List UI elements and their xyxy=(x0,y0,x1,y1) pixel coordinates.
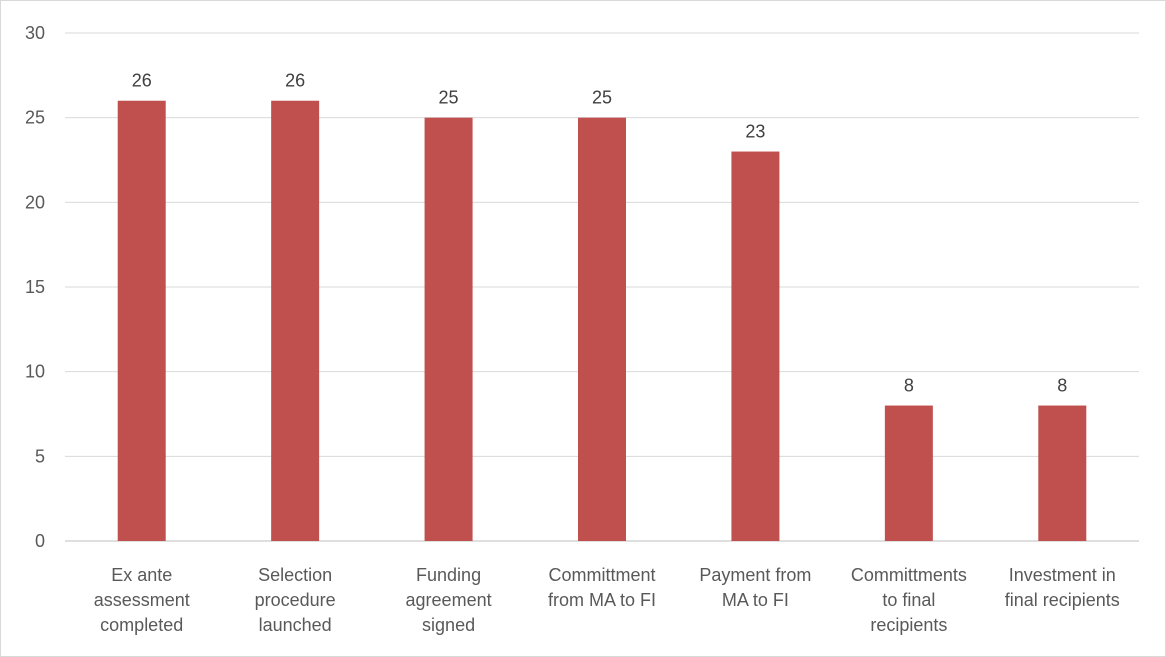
bar xyxy=(1038,405,1087,541)
x-category-label-line: to final xyxy=(882,590,935,610)
bars xyxy=(117,100,1087,542)
bar xyxy=(731,151,780,542)
x-category-label-line: Ex ante xyxy=(111,565,172,585)
x-category-label: Investment in final recipients xyxy=(1005,565,1120,610)
x-category-label-line: agreement xyxy=(406,590,492,610)
x-category-label-line: Selection xyxy=(258,565,332,585)
x-category-label: Funding agreement signed xyxy=(406,565,492,635)
data-label: 8 xyxy=(904,376,914,396)
x-category-label-line: assessment xyxy=(94,590,190,610)
x-category-label: Selection procedure launched xyxy=(255,565,336,635)
y-tick-label: 5 xyxy=(35,446,45,466)
x-category-label-line: from MA to FI xyxy=(548,590,656,610)
x-category-label-line: Investment in xyxy=(1009,565,1116,585)
data-label: 23 xyxy=(745,122,765,142)
x-category-label: Ex ante assessment completed xyxy=(94,565,190,635)
data-label: 25 xyxy=(439,88,459,108)
x-category-label-line: final recipients xyxy=(1005,590,1120,610)
x-category-label: Committments to final recipients xyxy=(851,565,967,635)
bar xyxy=(271,100,320,541)
bar xyxy=(578,117,626,542)
data-label: 8 xyxy=(1057,376,1067,396)
y-tick-label: 0 xyxy=(35,531,45,551)
bar xyxy=(424,117,473,542)
data-label: 26 xyxy=(132,71,152,91)
y-tick-label: 15 xyxy=(25,277,45,297)
y-tick-label: 20 xyxy=(25,192,45,212)
x-category-label-line: signed xyxy=(422,615,475,635)
x-category-label-line: MA to FI xyxy=(722,590,789,610)
bar xyxy=(117,100,166,541)
category-labels: Ex ante assessment completed Selection proce… xyxy=(94,565,1120,635)
y-axis-ticks: 0 5 10 15 20 25 30 xyxy=(25,23,45,551)
y-tick-label: 30 xyxy=(25,23,45,43)
x-category-label-line: Committments xyxy=(851,565,967,585)
bar xyxy=(884,405,933,541)
x-category-label-line: procedure xyxy=(255,590,336,610)
x-category-label-line: Committment xyxy=(548,565,655,585)
data-label: 25 xyxy=(592,88,612,108)
x-category-label-line: Payment from xyxy=(699,565,811,585)
y-tick-label: 25 xyxy=(25,108,45,128)
x-category-label-line: completed xyxy=(100,615,183,635)
x-category-label: Committment from MA to FI xyxy=(548,565,656,610)
x-category-label-line: launched xyxy=(259,615,332,635)
x-category-label-line: Funding xyxy=(416,565,481,585)
x-category-label: Payment from MA to FI xyxy=(699,565,811,610)
x-category-label-line: recipients xyxy=(870,615,947,635)
data-label: 26 xyxy=(285,71,305,91)
y-tick-label: 10 xyxy=(25,362,45,382)
data-labels: 26 26 25 25 23 8 8 xyxy=(132,71,1068,396)
